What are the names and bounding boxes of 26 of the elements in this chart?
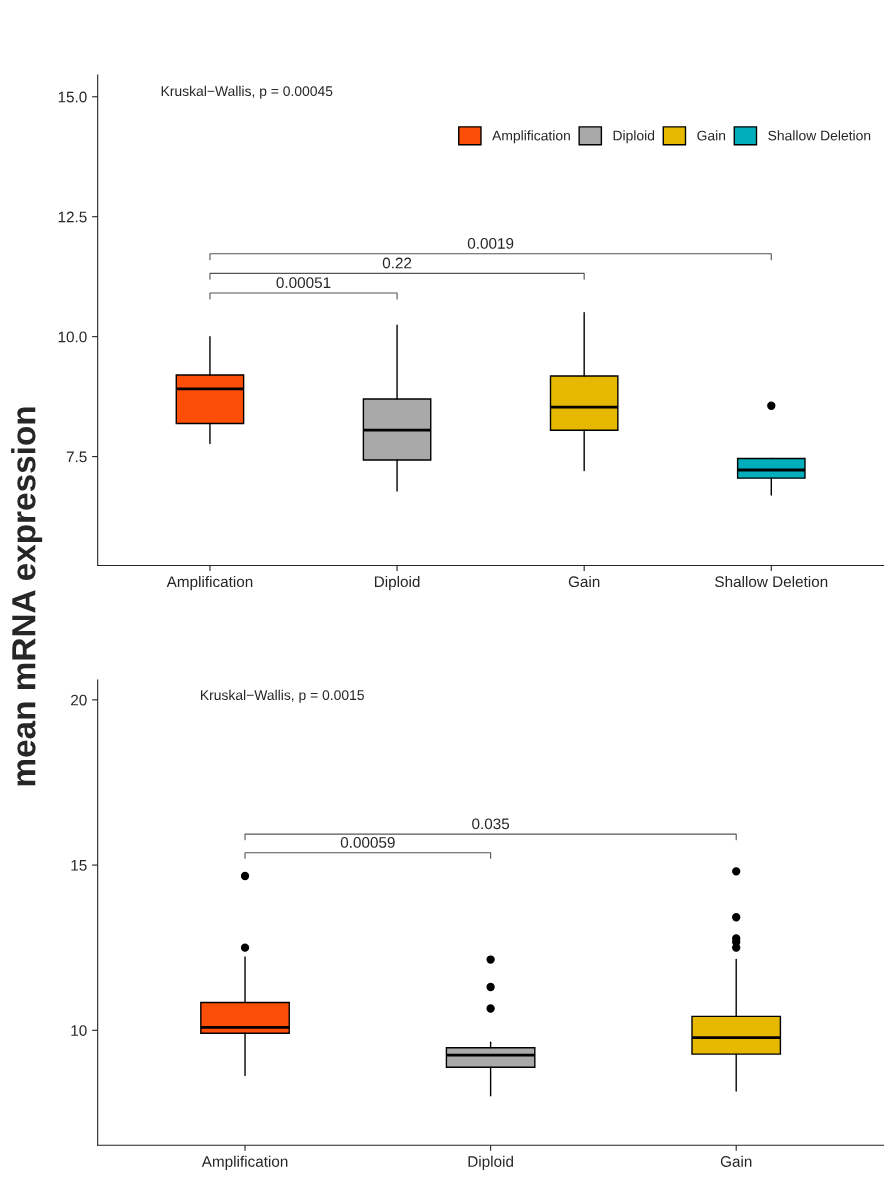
x-tick-label: Amplification xyxy=(166,575,253,591)
annotation: 0.0019 xyxy=(467,238,514,249)
legend-label: Amplification xyxy=(492,130,570,144)
y-tick-label: 10 xyxy=(71,1025,87,1036)
x-tick-label: Gain xyxy=(720,1155,752,1167)
y-tick-label: 15 xyxy=(71,860,87,871)
annotation: 0.00059 xyxy=(340,837,395,848)
y-tick-label: 10.0 xyxy=(58,331,87,343)
x-tick-label: Diploid xyxy=(468,1155,513,1170)
x-tick-label: Diploid xyxy=(374,575,420,591)
annotation: 0.00051 xyxy=(276,277,331,289)
annotation: Kruskal−Wallis, p = 0.00045 xyxy=(161,85,333,99)
legend-label: Shallow Deletion xyxy=(768,130,871,141)
x-tick-label: Shallow Deletion xyxy=(715,575,828,588)
legend-label: Gain xyxy=(697,130,726,141)
annotation: 0.035 xyxy=(472,818,510,830)
annotation: Kruskal−Wallis, p = 0.0015 xyxy=(200,689,364,703)
x-tick-label: Gain xyxy=(568,575,600,588)
y-tick-label: 20 xyxy=(71,694,87,706)
y-tick-label: 15.0 xyxy=(58,91,87,103)
legend-label: Diploid xyxy=(613,130,655,144)
annotation: 0.22 xyxy=(382,257,412,269)
y-tick-label: 7.5 xyxy=(66,451,87,463)
y-tick-label: 12.5 xyxy=(58,211,87,223)
x-tick-label: Amplification xyxy=(201,1155,288,1170)
y-axis-title: mean mRNA expression xyxy=(11,407,43,786)
